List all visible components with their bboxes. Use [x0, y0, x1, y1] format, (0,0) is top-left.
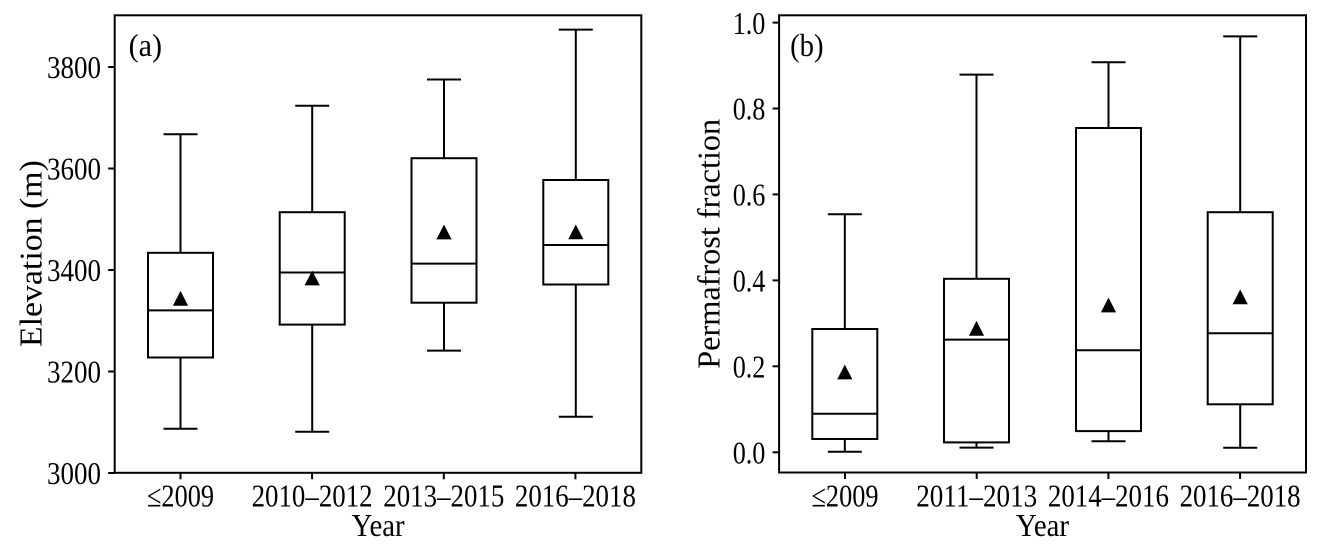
svg-text:2011–2013: 2011–2013	[916, 479, 1037, 514]
svg-text:(b): (b)	[790, 28, 824, 63]
svg-text:Year: Year	[1016, 508, 1069, 543]
svg-text:(a): (a)	[129, 28, 163, 63]
svg-text:0.6: 0.6	[733, 178, 766, 213]
svg-text:0.0: 0.0	[733, 436, 766, 471]
svg-text:≤2009: ≤2009	[147, 479, 214, 514]
svg-text:2013–2015: 2013–2015	[383, 479, 504, 514]
svg-text:3600: 3600	[47, 152, 101, 187]
svg-text:3400: 3400	[47, 253, 101, 288]
svg-text:Permafrost fraction: Permafrost fraction	[692, 119, 727, 369]
svg-text:3800: 3800	[47, 50, 101, 85]
svg-text:2010–2012: 2010–2012	[252, 479, 373, 514]
svg-text:2014–2016: 2014–2016	[1048, 479, 1169, 514]
svg-text:2016–2018: 2016–2018	[1180, 479, 1301, 514]
svg-text:2016–2018: 2016–2018	[515, 479, 636, 514]
svg-text:≤2009: ≤2009	[812, 479, 879, 514]
svg-text:0.2: 0.2	[733, 350, 766, 385]
svg-text:1.0: 1.0	[733, 6, 766, 41]
svg-text:0.8: 0.8	[733, 92, 766, 127]
svg-text:Year: Year	[352, 508, 405, 543]
svg-text:0.4: 0.4	[733, 264, 766, 299]
svg-text:3200: 3200	[47, 355, 101, 390]
svg-text:3000: 3000	[47, 456, 101, 491]
svg-text:Elevation (m): Elevation (m)	[14, 160, 49, 347]
